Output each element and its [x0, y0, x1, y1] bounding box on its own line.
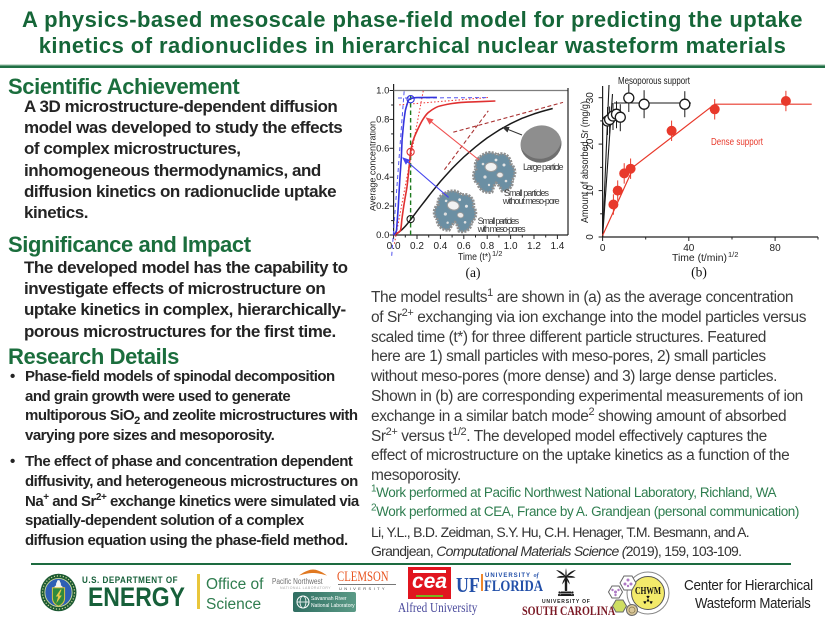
svg-text:0.0: 0.0	[376, 230, 389, 241]
svg-text:(b): (b)	[691, 265, 707, 280]
svg-text:0.6: 0.6	[457, 241, 471, 252]
svg-text:Large particle: Large particle	[523, 162, 564, 172]
svg-text:30: 30	[585, 92, 596, 104]
svg-text:Time (t*): Time (t*)	[458, 251, 491, 263]
svg-text:1.0: 1.0	[376, 86, 389, 97]
svg-text:0.8: 0.8	[480, 241, 494, 252]
svg-text:with meso-pores: with meso-pores	[477, 224, 526, 234]
svg-text:0.6: 0.6	[376, 143, 389, 154]
svg-text:0.8: 0.8	[376, 114, 389, 125]
svg-text:1.2: 1.2	[527, 241, 541, 252]
svg-text:(a): (a)	[466, 265, 481, 280]
svg-text:Small particles: Small particles	[478, 216, 520, 226]
svg-text:0.4: 0.4	[376, 172, 389, 183]
svg-text:20: 20	[585, 138, 596, 150]
svg-text:1.4: 1.4	[550, 241, 564, 252]
svg-text:0.2: 0.2	[410, 241, 424, 252]
svg-text:80: 80	[770, 243, 782, 254]
svg-text:0.0: 0.0	[387, 241, 401, 252]
svg-text:1/2: 1/2	[492, 249, 502, 258]
svg-text:Dense support: Dense support	[711, 137, 763, 148]
svg-text:Amount of absorbed Sr (mg/g): Amount of absorbed Sr (mg/g)	[580, 101, 591, 223]
svg-text:0: 0	[600, 243, 606, 254]
svg-text:Average concentration: Average concentration	[370, 121, 379, 211]
svg-text:Mesoporous support: Mesoporous support	[618, 76, 690, 87]
svg-text:40: 40	[683, 243, 695, 254]
svg-text:without meso-pore: without meso-pore	[502, 196, 560, 206]
svg-text:Small particles: Small particles	[504, 188, 550, 198]
svg-text:0: 0	[585, 234, 596, 240]
svg-text:1/2: 1/2	[728, 250, 738, 259]
svg-text:10: 10	[585, 185, 596, 197]
svg-text:0.4: 0.4	[433, 241, 447, 252]
svg-text:0.2: 0.2	[376, 201, 389, 212]
svg-text:Time (t/min): Time (t/min)	[672, 252, 727, 264]
svg-text:CHWM: CHWM	[635, 586, 661, 597]
svg-text:1.0: 1.0	[504, 241, 518, 252]
